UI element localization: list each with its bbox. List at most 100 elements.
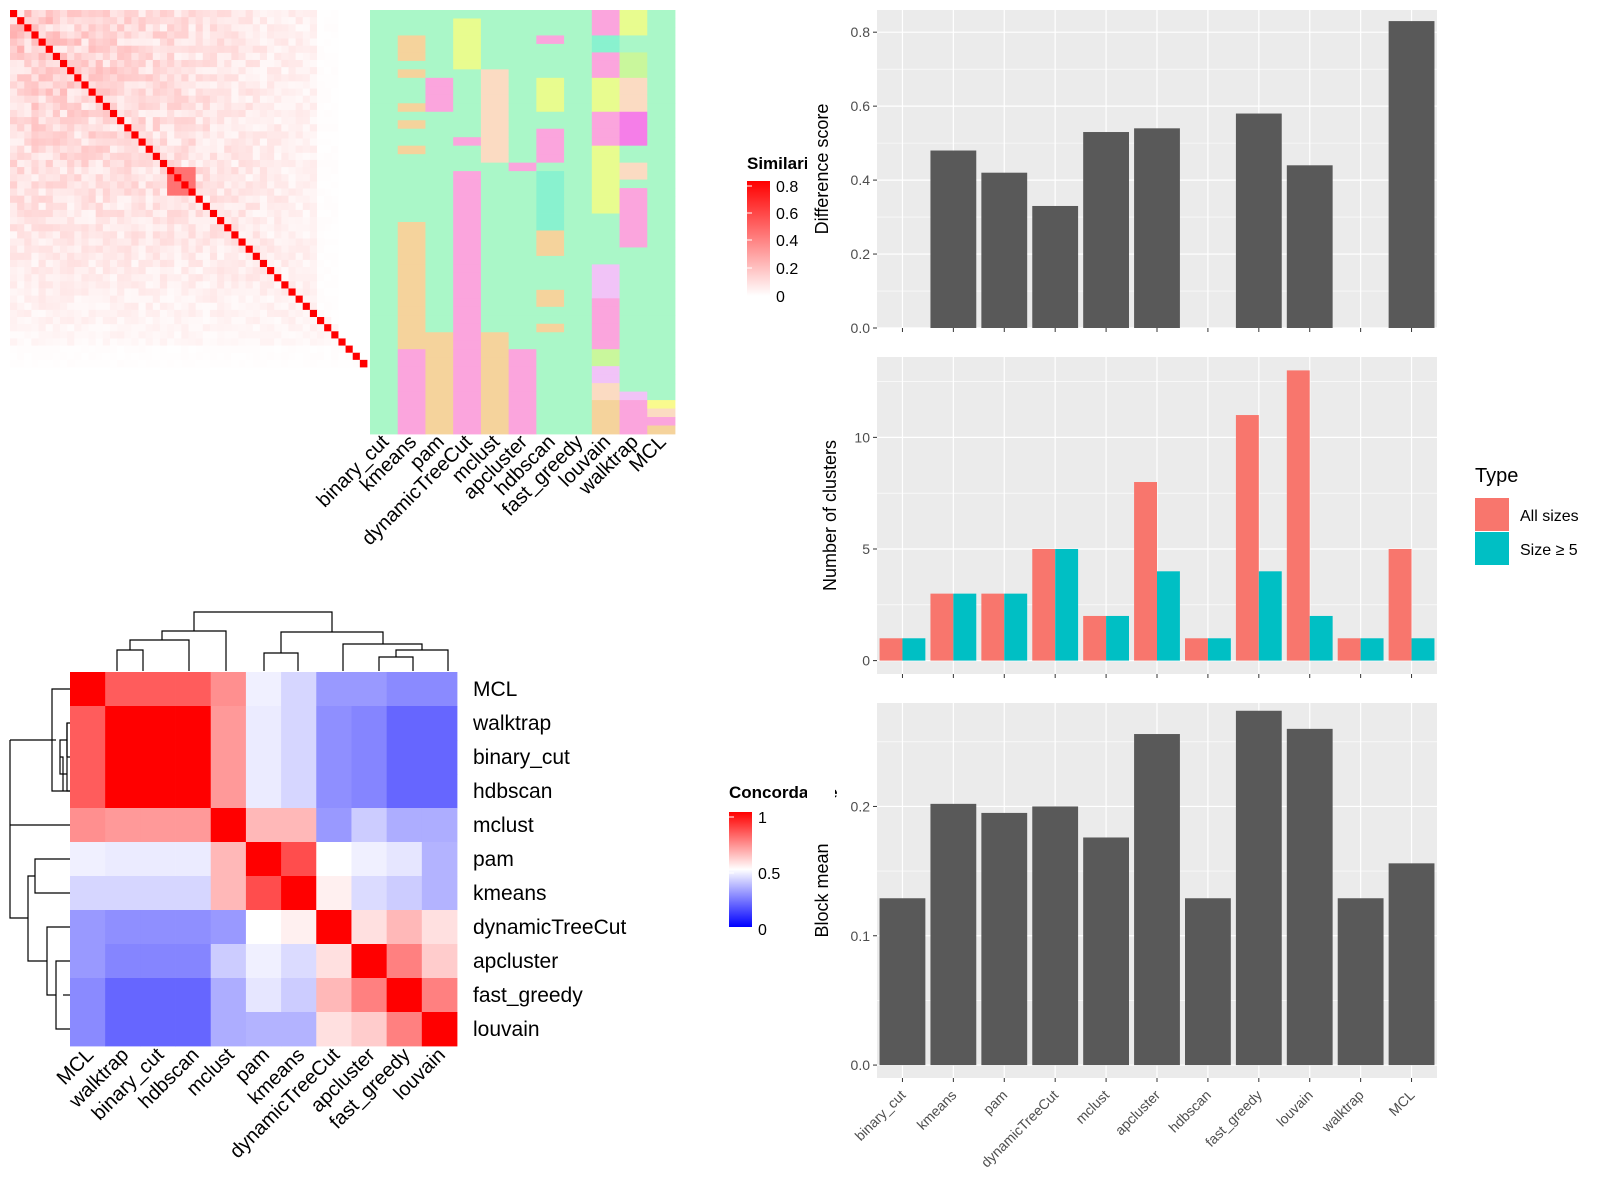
similarity-cell (259, 224, 268, 232)
assignment-cell (564, 52, 593, 62)
similarity-cell (288, 252, 296, 261)
similarity-cell (102, 217, 111, 225)
similarity-cell (131, 331, 139, 339)
similarity-cell (224, 238, 232, 247)
similarity-cell (152, 267, 161, 275)
similarity-cell (295, 38, 304, 47)
similarity-cell (95, 195, 104, 204)
similarity-cell (331, 281, 339, 289)
similarity-cell (331, 209, 339, 218)
assignment-cell (425, 188, 454, 197)
concordance-cell (210, 706, 247, 741)
similarity-cell (345, 245, 354, 254)
similarity-cell (359, 338, 368, 346)
similarity-cell (145, 309, 154, 318)
similarity-cell (217, 102, 225, 111)
similarity-cell (324, 31, 332, 39)
assignment-cell (425, 179, 454, 189)
similarity-cell (295, 124, 304, 132)
similarity-cell (167, 274, 175, 282)
similarity-cell (67, 88, 75, 97)
similarity-cell (238, 259, 247, 268)
assignment-cell (397, 179, 426, 189)
bar-all-sizes (1286, 370, 1310, 661)
similarity-cell (138, 131, 147, 139)
similarity-cell (10, 324, 18, 332)
similarity-cell (88, 167, 97, 175)
similarity-cell (88, 288, 97, 296)
similarity-cell (295, 17, 304, 25)
similarity-cell (231, 174, 239, 182)
similarity-cell (131, 81, 139, 89)
similarity-cell (167, 259, 175, 268)
similarity-cell (174, 267, 182, 275)
similarity-cell (274, 217, 282, 225)
similarity-cell (259, 238, 268, 247)
similarity-cell (88, 124, 97, 132)
similarity-cell (59, 259, 68, 268)
similarity-cell (317, 138, 325, 147)
assignment-cell (453, 35, 482, 45)
similarity-cell (109, 224, 118, 232)
similarity-cell (295, 181, 304, 189)
assignment-cell (536, 272, 565, 282)
similarity-cell (274, 331, 282, 339)
similarity-cell (10, 195, 18, 204)
similarity-cell (267, 324, 275, 332)
similarity-cell (259, 102, 268, 111)
similarity-cell (102, 88, 111, 97)
similarity-cell (338, 52, 346, 61)
similarity-cell (81, 88, 89, 97)
assignment-cell (536, 171, 565, 180)
concordance-cell (175, 910, 212, 945)
similarity-cell (267, 74, 275, 82)
similarity-cell (238, 202, 247, 211)
similarity-cell (10, 359, 18, 368)
similarity-cell (31, 81, 39, 89)
similarity-cell (345, 259, 354, 268)
similarity-cell (231, 167, 239, 175)
similarity-cell (324, 267, 332, 275)
similarity-cell (74, 31, 82, 39)
assignment-cell (536, 323, 565, 333)
similarity-cell (45, 81, 54, 89)
similarity-cell (302, 10, 311, 18)
similarity-cell (338, 95, 346, 104)
similarity-legend-bar (747, 181, 770, 296)
bar (930, 150, 977, 328)
y-tick-label: 0.2 (851, 246, 871, 262)
similarity-cell (52, 59, 61, 68)
similarity-cell (209, 238, 218, 247)
similarity-cell (31, 217, 39, 225)
assignment-cell (453, 230, 482, 240)
similarity-cell (131, 74, 139, 82)
similarity-cell (267, 45, 275, 54)
similarity-cell (295, 295, 304, 304)
similarity-cell (38, 117, 47, 125)
similarity-cell (145, 95, 154, 104)
similarity-cell (152, 224, 161, 232)
similarity-cell (31, 274, 39, 282)
similarity-cell (209, 124, 218, 132)
x-tick-label: pam (980, 1087, 1011, 1118)
similarity-cell (131, 295, 139, 304)
similarity-cell (159, 95, 168, 104)
similarity-cell (31, 209, 39, 218)
assignment-cell (647, 26, 676, 36)
similarity-cell (181, 31, 189, 39)
similarity-cell (88, 81, 97, 89)
similarity-cell (317, 281, 325, 289)
similarity-cell (281, 159, 289, 168)
similarity-cell (188, 331, 197, 339)
similarity-cell (124, 224, 132, 232)
similarity-cell (209, 231, 218, 239)
similarity-cell (102, 102, 111, 111)
assignment-cell (425, 205, 454, 214)
assignment-cell (591, 238, 620, 248)
assignment-cell (480, 264, 510, 274)
similarity-cell (231, 117, 239, 125)
similarity-cell (352, 302, 361, 311)
similarity-cell (95, 345, 104, 354)
bar-size-ge-5 (1309, 615, 1333, 661)
similarity-cell (181, 274, 189, 282)
